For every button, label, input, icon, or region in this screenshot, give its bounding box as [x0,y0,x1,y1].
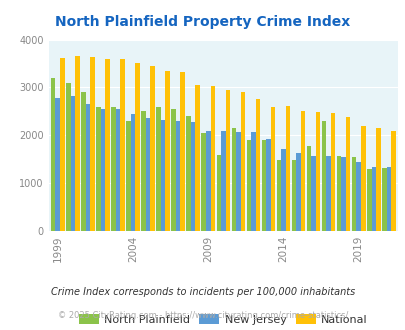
Text: © 2025 CityRating.com - https://www.cityrating.com/crime-statistics/: © 2025 CityRating.com - https://www.city… [58,311,347,320]
Bar [255,99,260,231]
Text: Crime Index corresponds to incidents per 100,000 inhabitants: Crime Index corresponds to incidents per… [51,287,354,297]
Bar [186,116,190,231]
Bar [266,139,270,231]
Bar [66,83,70,231]
Bar [126,121,130,231]
Bar [145,118,150,231]
Bar [300,111,305,231]
Bar [60,58,64,231]
Bar [231,128,236,231]
Bar [81,92,85,231]
Text: North Plainfield Property Crime Index: North Plainfield Property Crime Index [55,15,350,29]
Bar [175,121,180,231]
Bar [150,66,154,231]
Bar [276,160,281,231]
Bar [210,86,215,231]
Bar [141,112,145,231]
Bar [246,140,251,231]
Bar [135,63,139,231]
Bar [321,121,326,231]
Bar [96,107,100,231]
Bar [375,128,379,231]
Bar [330,113,335,231]
Bar [291,160,296,231]
Bar [216,155,220,231]
Bar [190,122,195,231]
Bar [381,168,386,231]
Bar [220,131,225,231]
Bar [240,92,245,231]
Bar [360,126,364,231]
Bar [345,117,350,231]
Bar [90,57,94,231]
Bar [180,72,184,231]
Bar [130,114,135,231]
Bar [390,130,394,231]
Bar [195,85,200,231]
Bar [326,156,330,231]
Bar [85,104,90,231]
Bar [75,56,79,231]
Bar [285,106,290,231]
Bar [356,162,360,231]
Bar [100,109,105,231]
Bar [51,78,55,231]
Bar [105,59,109,231]
Bar [111,107,115,231]
Bar [160,120,165,231]
Bar [296,153,300,231]
Bar [306,146,311,231]
Bar [341,157,345,231]
Bar [386,167,390,231]
Bar [115,109,120,231]
Bar [225,90,230,231]
Bar [236,132,240,231]
Bar [315,112,320,231]
Bar [55,98,60,231]
Bar [156,107,160,231]
Bar [251,132,255,231]
Bar [205,130,210,231]
Bar [281,149,285,231]
Bar [70,96,75,231]
Bar [270,107,275,231]
Bar [371,167,375,231]
Bar [261,140,266,231]
Bar [201,133,205,231]
Legend: North Plainfield, New Jersey, National: North Plainfield, New Jersey, National [74,309,371,329]
Bar [165,71,169,231]
Bar [120,59,124,231]
Bar [336,156,341,231]
Bar [366,169,371,231]
Bar [171,109,175,231]
Bar [311,156,315,231]
Bar [351,157,356,231]
